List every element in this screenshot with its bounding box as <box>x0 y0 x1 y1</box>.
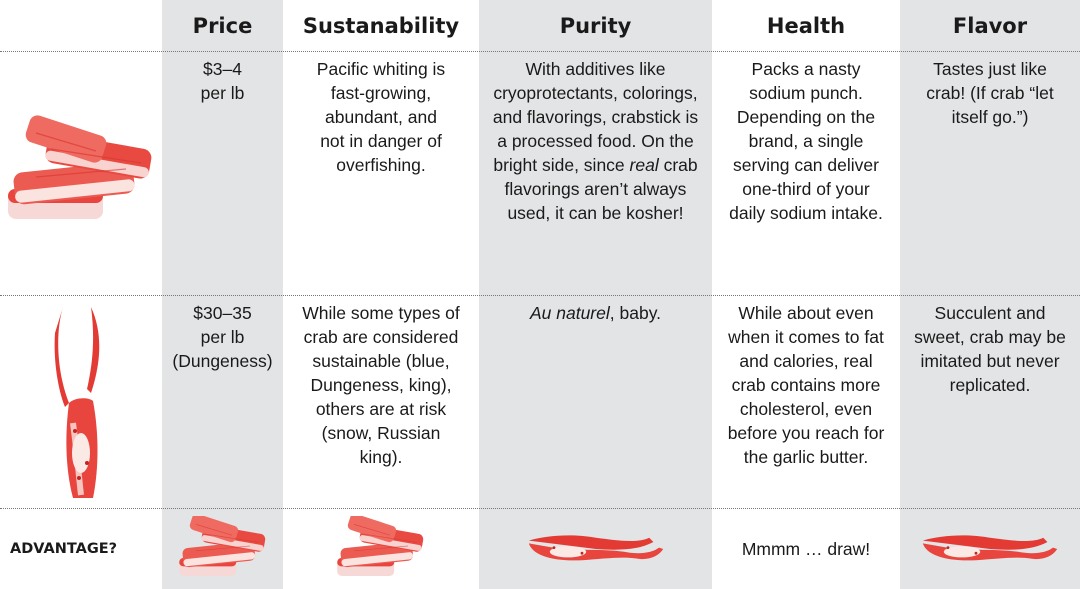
real-price-amount: $30–35 <box>193 303 252 323</box>
crab-claw-icon <box>526 528 666 570</box>
real-purity-italic: Au naturel <box>529 303 610 323</box>
row-divider <box>0 295 1080 296</box>
real-purity-rest: , baby. <box>609 303 662 323</box>
imitation-health: Packs a nasty sodium punch. Depending on… <box>729 59 883 223</box>
real-flavor: Succulent and sweet, crab may be imitate… <box>900 296 1080 509</box>
real-price-note: (Dungeness) <box>172 351 273 371</box>
imitation-crab-stick-icon <box>336 516 426 582</box>
imitation-sustainability: Pacific whiting is fast-growing, abundan… <box>316 59 446 175</box>
advantage-flavor <box>900 509 1080 589</box>
row-divider <box>0 508 1080 509</box>
imitation-purity: With additives like cryoprotectants, col… <box>479 52 712 296</box>
imitation-price-amount: $3–4 <box>203 59 242 79</box>
imitation-flavor: Tastes just like crab! (If crab “let its… <box>900 52 1080 296</box>
header-health: Health <box>766 14 846 38</box>
row-divider <box>0 51 1080 52</box>
header-price: Price <box>162 0 283 52</box>
crab-claw-icon <box>46 303 116 503</box>
imitation-purity-text: With additives like cryoprotectants, col… <box>492 59 699 175</box>
imitation-purity-italic: real <box>629 155 659 175</box>
advantage-health: Mmmm … draw! <box>712 509 900 589</box>
crab-claw-icon <box>920 528 1060 570</box>
header-sustainability: Sustanability <box>302 14 460 38</box>
real-purity: Au naturel, baby. <box>479 296 712 509</box>
imitation-price: $3–4 per lb <box>162 52 283 296</box>
advantage-label: ADVANTAGE? <box>10 541 118 557</box>
advantage-sustainability <box>283 509 479 589</box>
real-price: $30–35 per lb (Dungeness) <box>162 296 283 509</box>
corner-cell <box>0 0 162 52</box>
real-health: While about even when it comes to fat an… <box>727 303 885 467</box>
advantage-purity <box>479 509 712 589</box>
real-crab-image <box>0 296 162 509</box>
header-flavor: Flavor <box>900 0 1080 52</box>
imitation-crab-image <box>0 52 162 296</box>
imitation-crab-stick-icon <box>178 516 268 582</box>
header-purity: Purity <box>479 0 712 52</box>
advantage-health-text: Mmmm … draw! <box>741 539 871 559</box>
real-price-unit: per lb <box>200 327 245 347</box>
imitation-purity-rest: crab flavorings aren’t always used, it c… <box>504 155 698 223</box>
imitation-crab-stick-icon <box>6 114 156 234</box>
real-sustainability: While some types of crab are considered … <box>302 303 460 467</box>
advantage-price <box>162 509 283 589</box>
imitation-price-unit: per lb <box>200 83 245 103</box>
